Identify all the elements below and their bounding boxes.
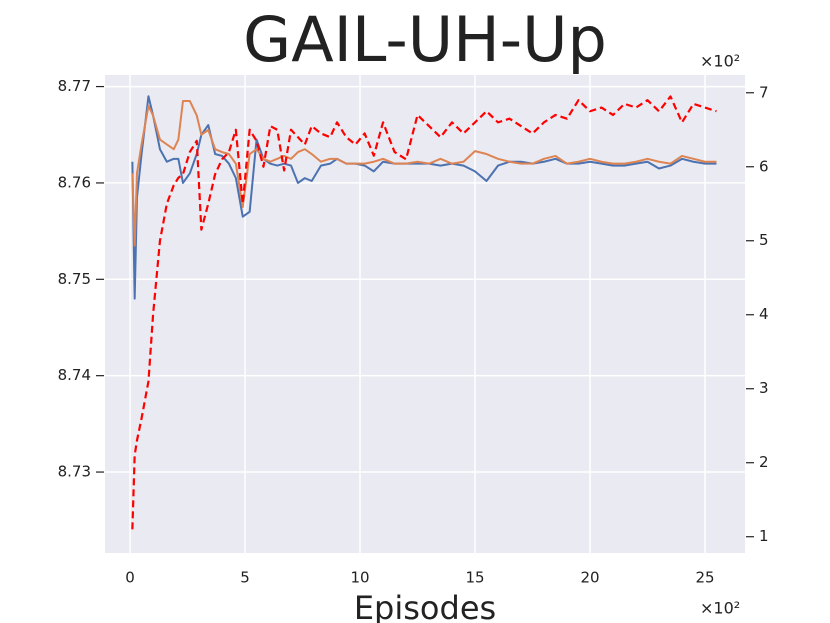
y2-tick-label: 7 (759, 83, 769, 101)
y-tick-label: 8.75 (58, 270, 91, 288)
y2-tick-label: 1 (759, 527, 769, 545)
x-tick-label: 20 (580, 569, 599, 587)
chart-title: GAIL-UH-Up (243, 3, 607, 76)
x-offset-label: ×10² (700, 599, 740, 618)
x-tick-label: 5 (240, 569, 250, 587)
y-tick-label: 8.73 (58, 463, 91, 481)
y-tick-label: 8.74 (58, 366, 91, 384)
y2-offset-label: ×10² (700, 52, 740, 71)
y2-tick-label: 2 (759, 453, 769, 471)
y-tick-label: 8.77 (58, 77, 91, 95)
x-tick-label: 25 (695, 569, 714, 587)
y2-tick-label: 3 (759, 379, 769, 397)
y2-tick-label: 6 (759, 157, 769, 175)
x-tick-label: 10 (350, 569, 369, 587)
x-tick-label: 15 (465, 569, 484, 587)
data-line (131, 100, 717, 247)
data-line (131, 95, 717, 530)
plot-area (105, 75, 745, 553)
y-tick-label: 8.76 (58, 173, 91, 191)
x-tick-label: 0 (125, 569, 135, 587)
y2-tick-label: 4 (759, 305, 769, 323)
y2-tick-label: 5 (759, 231, 769, 249)
x-axis-label: Episodes (354, 589, 496, 623)
